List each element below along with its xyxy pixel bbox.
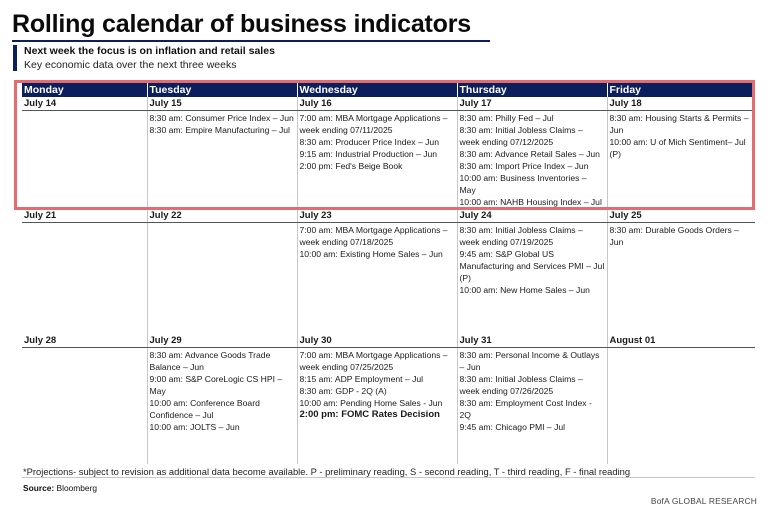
date-cell: July 25 — [606, 208, 755, 223]
events-cell: 8:30 am: Initial Jobless Claims – week e… — [456, 222, 607, 334]
date-cell: August 01 — [606, 334, 755, 348]
date-row: July 21 July 22 July 23 July 24 July 25 — [22, 208, 755, 223]
date-cell: July 28 — [22, 334, 147, 348]
events-row: 7:00 am: MBA Mortgage Applications – wee… — [22, 222, 755, 334]
source-line: Source: Bloomberg — [23, 483, 97, 493]
events-cell: 8:30 am: Personal Income & Outlays – Jun… — [456, 347, 607, 464]
calendar-event: 8:30 am: Initial Jobless Claims – week e… — [459, 125, 583, 147]
events-cell: 7:00 am: MBA Mortgage Applications – wee… — [296, 110, 457, 209]
subtitle-accent-bar — [13, 45, 17, 71]
date-cell: July 21 — [22, 208, 147, 223]
weekday-header: Wednesday — [296, 83, 457, 97]
calendar-event: 7:00 am: MBA Mortgage Applications – wee… — [299, 350, 448, 372]
weekday-header-row: Monday Tuesday Wednesday Thursday Friday — [22, 83, 755, 97]
events-cell — [22, 111, 147, 209]
description: Key economic data over the next three we… — [24, 59, 237, 71]
events-cell: 8:30 am: Durable Goods Orders – Jun — [606, 222, 755, 334]
source-value: Bloomberg — [56, 483, 98, 493]
date-cell: July 14 — [22, 97, 147, 111]
calendar-event: 2:00 pm: Fed's Beige Book — [299, 161, 403, 171]
weekday-header: Thursday — [456, 83, 607, 97]
calendar-event: 8:30 am: Producer Price Index – Jun — [299, 137, 440, 147]
calendar-event: 10:00 am: Business Inventories – May — [459, 173, 587, 195]
events-cell: 8:30 am: Philly Fed – Jul 8:30 am: Initia… — [456, 110, 607, 209]
events-cell: 7:00 am: MBA Mortgage Applications – wee… — [296, 347, 457, 464]
calendar-event: 10:00 am: Conference Board Confidence – … — [149, 398, 260, 420]
events-row: 8:30 am: Advance Goods Trade Balance – J… — [22, 347, 755, 464]
brand-label: BofA GLOBAL RESEARCH — [650, 496, 757, 506]
calendar-event: 10:00 am: Existing Home Sales – Jun — [299, 248, 443, 259]
calendar-event: 8:30 am: Employment Cost Index - 2Q — [459, 398, 592, 420]
calendar-event: 8:30 am: Initial Jobless Claims – week e… — [459, 374, 583, 396]
calendar-event: 7:00 am: MBA Mortgage Applications – wee… — [299, 224, 448, 247]
calendar-event: 8:30 am: Initial Jobless Claims – week e… — [459, 224, 583, 247]
calendar-event: 10:00 am: NAHB Housing Index – Jul — [459, 197, 602, 207]
footnote: *Projections- subject to revision as add… — [23, 466, 631, 477]
calendar-event: 8:30 am: Personal Income & Outlays – Jun — [459, 350, 600, 372]
calendar-event: 10:00 am: Pending Home Sales - Jun — [299, 398, 443, 408]
calendar-event: 2:00 pm: FOMC Rates Decision — [299, 409, 440, 420]
page-title: Rolling calendar of business indicators — [12, 10, 471, 38]
date-cell: July 17 — [456, 97, 607, 111]
title-rule — [12, 40, 490, 42]
date-cell: July 29 — [146, 334, 297, 348]
calendar-event: 9:15 am: Industrial Production – Jun — [299, 149, 438, 159]
events-cell: 8:30 am: Housing Starts & Permits – Jun 1… — [606, 110, 755, 209]
date-row: July 28 July 29 July 30 July 31 August 01 — [22, 334, 755, 348]
date-cell: July 23 — [296, 208, 457, 223]
date-cell: July 24 — [456, 208, 607, 223]
weekday-header: Tuesday — [146, 83, 297, 97]
source-label: Source: — [23, 483, 55, 493]
calendar-event: 9:00 am: S&P CoreLogic CS HPI – May — [149, 374, 283, 396]
calendar-event: 9:45 am: S&P Global US Manufacturing and… — [459, 248, 605, 283]
footnote-rule — [22, 477, 755, 478]
calendar-event: 8:30 am: Advance Retail Sales – Jun — [459, 149, 600, 159]
date-row: July 14 July 15 July 16 July 17 July 18 — [22, 97, 755, 111]
events-cell: 8:30 am: Advance Goods Trade Balance – J… — [146, 347, 297, 464]
calendar-event: 7:00 am: MBA Mortgage Applications – wee… — [299, 113, 448, 135]
calendar-event: 8:30 am: Consumer Price Index – Jun — [149, 113, 294, 123]
events-cell — [22, 222, 147, 334]
date-cell: July 18 — [606, 97, 755, 111]
calendar-event: 8:30 am: Philly Fed – Jul — [459, 113, 554, 123]
events-cell: 8:30 am: Consumer Price Index – Jun 8:30 … — [146, 110, 297, 209]
events-cell: 7:00 am: MBA Mortgage Applications – wee… — [296, 222, 457, 334]
events-cell — [146, 222, 297, 334]
events-row: 8:30 am: Consumer Price Index – Jun 8:30 … — [22, 110, 755, 209]
calendar-event: 8:30 am: GDP - 2Q (A) — [299, 386, 387, 396]
calendar-event: 8:30 am: Empire Manufacturing – Jul — [149, 125, 290, 135]
calendar-table: Monday Tuesday Wednesday Thursday Friday… — [22, 83, 755, 464]
date-cell: July 16 — [296, 97, 457, 111]
calendar-event: 8:30 am: Advance Goods Trade Balance – J… — [149, 350, 271, 372]
date-cell: July 15 — [146, 97, 297, 111]
calendar-event: 10:00 am: New Home Sales – Jun — [459, 284, 590, 295]
calendar-event: 8:30 am: Import Price Index – Jun — [459, 161, 589, 171]
date-cell: July 30 — [296, 334, 457, 348]
calendar-event: 9:45 am: Chicago PMI – Jul — [459, 422, 566, 432]
calendar-event: 8:30 am: Housing Starts & Permits – Jun — [609, 113, 749, 135]
calendar-event: 10:00 am: U of Mich Sentiment– Jul (P) — [609, 137, 746, 159]
calendar-event: 8:30 am: Durable Goods Orders – Jun — [609, 224, 739, 247]
weekday-header: Monday — [22, 83, 147, 97]
calendar-event: 8:15 am: ADP Employment – Jul — [299, 374, 424, 384]
subtitle: Next week the focus is on inflation and … — [24, 45, 275, 57]
calendar-event: 10:00 am: JOLTS – Jun — [149, 422, 240, 432]
date-cell: July 31 — [456, 334, 607, 348]
events-cell — [22, 348, 147, 464]
date-cell: July 22 — [146, 208, 297, 223]
events-cell — [606, 347, 755, 464]
weekday-header: Friday — [606, 83, 755, 97]
